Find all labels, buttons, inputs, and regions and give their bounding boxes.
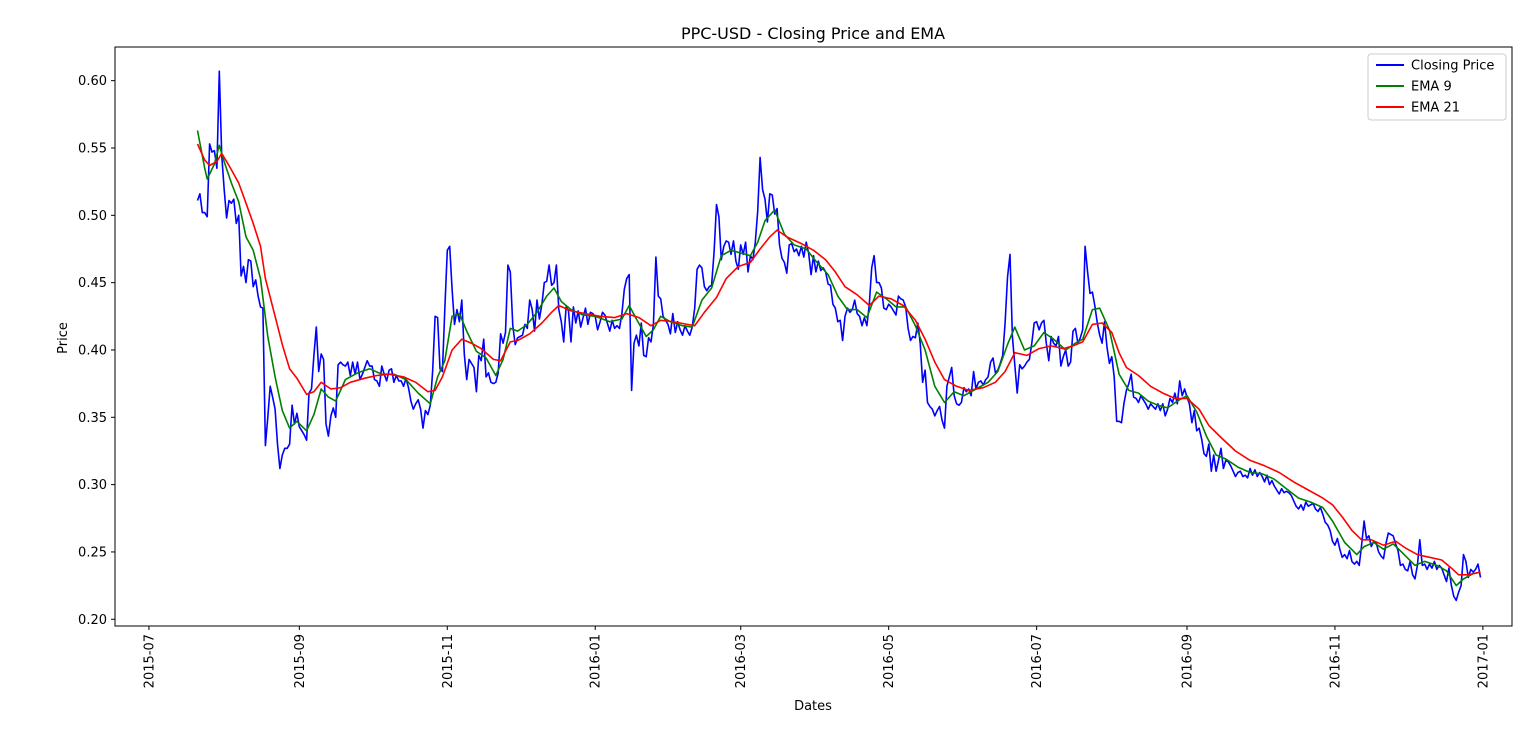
x-tick-label: 2016-01 [589, 634, 604, 688]
y-tick-label: 0.55 [78, 141, 107, 156]
plot-frame [114, 46, 1513, 627]
chart-title: PPC-USD - Closing Price and EMA [681, 24, 945, 43]
x-tick-label: 2015-07 [143, 634, 158, 688]
y-axis-title: Price [56, 322, 71, 354]
series-line-ema-21 [196, 143, 1481, 576]
x-axis-title: Dates [794, 699, 832, 714]
y-tick-label: 0.40 [78, 343, 107, 358]
y-tick-label: 0.35 [78, 411, 107, 426]
y-axis-ticks: 0.20 0.25 0.30 0.35 0.40 0.45 0.50 0.55 0.60 [78, 74, 115, 628]
y-tick-label: 0.45 [78, 276, 107, 291]
legend-label: EMA 21 [1411, 101, 1460, 116]
legend-label: EMA 9 [1411, 80, 1452, 95]
legend-label: Closing Price [1411, 59, 1494, 74]
x-tick-label: 2016-11 [1328, 634, 1343, 688]
y-tick-label: 0.25 [78, 545, 107, 560]
y-tick-label: 0.50 [78, 209, 107, 224]
x-tick-label: 2017-01 [1476, 634, 1491, 688]
legend-box [1367, 53, 1507, 121]
y-tick-label: 0.30 [78, 478, 107, 493]
series-line-ema-9 [196, 130, 1481, 587]
x-tick-label: 2016-05 [882, 634, 897, 688]
x-tick-label: 2015-09 [293, 634, 308, 688]
x-tick-label: 2015-11 [441, 634, 456, 688]
x-tick-label: 2016-09 [1181, 634, 1196, 688]
y-tick-label: 0.20 [78, 613, 107, 628]
y-tick-label: 0.60 [78, 74, 107, 89]
x-tick-label: 2016-07 [1030, 634, 1045, 688]
x-tick-label: 2016-03 [734, 634, 749, 688]
plot-area [196, 70, 1482, 602]
x-axis-ticks: 2015-07 2015-09 2015-11 2016-01 2016-03 2016-… [143, 626, 1491, 688]
legend: Closing Price EMA 9 EMA 21 [1367, 53, 1507, 121]
